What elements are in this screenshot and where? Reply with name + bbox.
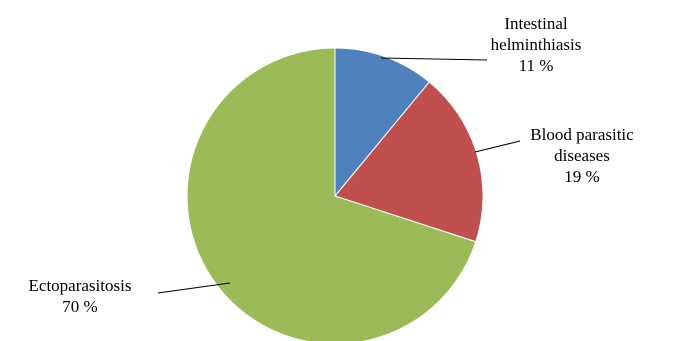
slice-value-label-3: 70 % [62,297,97,316]
pie-slice-1 [334,47,431,198]
slice-value-label-2: 19 % [564,167,599,186]
slice-labels: Intestinal helminthiasis 11 % Blood parasit… [29,14,635,316]
leader-line-2 [474,140,521,153]
slice-category-label-2: Blood parasitic [530,125,634,144]
leader-line-3 [157,282,231,294]
slice-category-label-2: diseases [554,146,610,165]
leader-lines [157,57,521,294]
slice-category-label-1: Intestinal [504,14,568,33]
pie-slices [186,47,484,341]
leader-line-1 [380,57,488,61]
slice-category-label-3: Ectoparasitosis [29,276,132,295]
pie-slice-3 [186,47,477,341]
pie-slice-2 [334,81,484,243]
slice-value-label-1: 11 % [519,56,554,75]
slice-category-label-1: helminthiasis [491,35,582,54]
